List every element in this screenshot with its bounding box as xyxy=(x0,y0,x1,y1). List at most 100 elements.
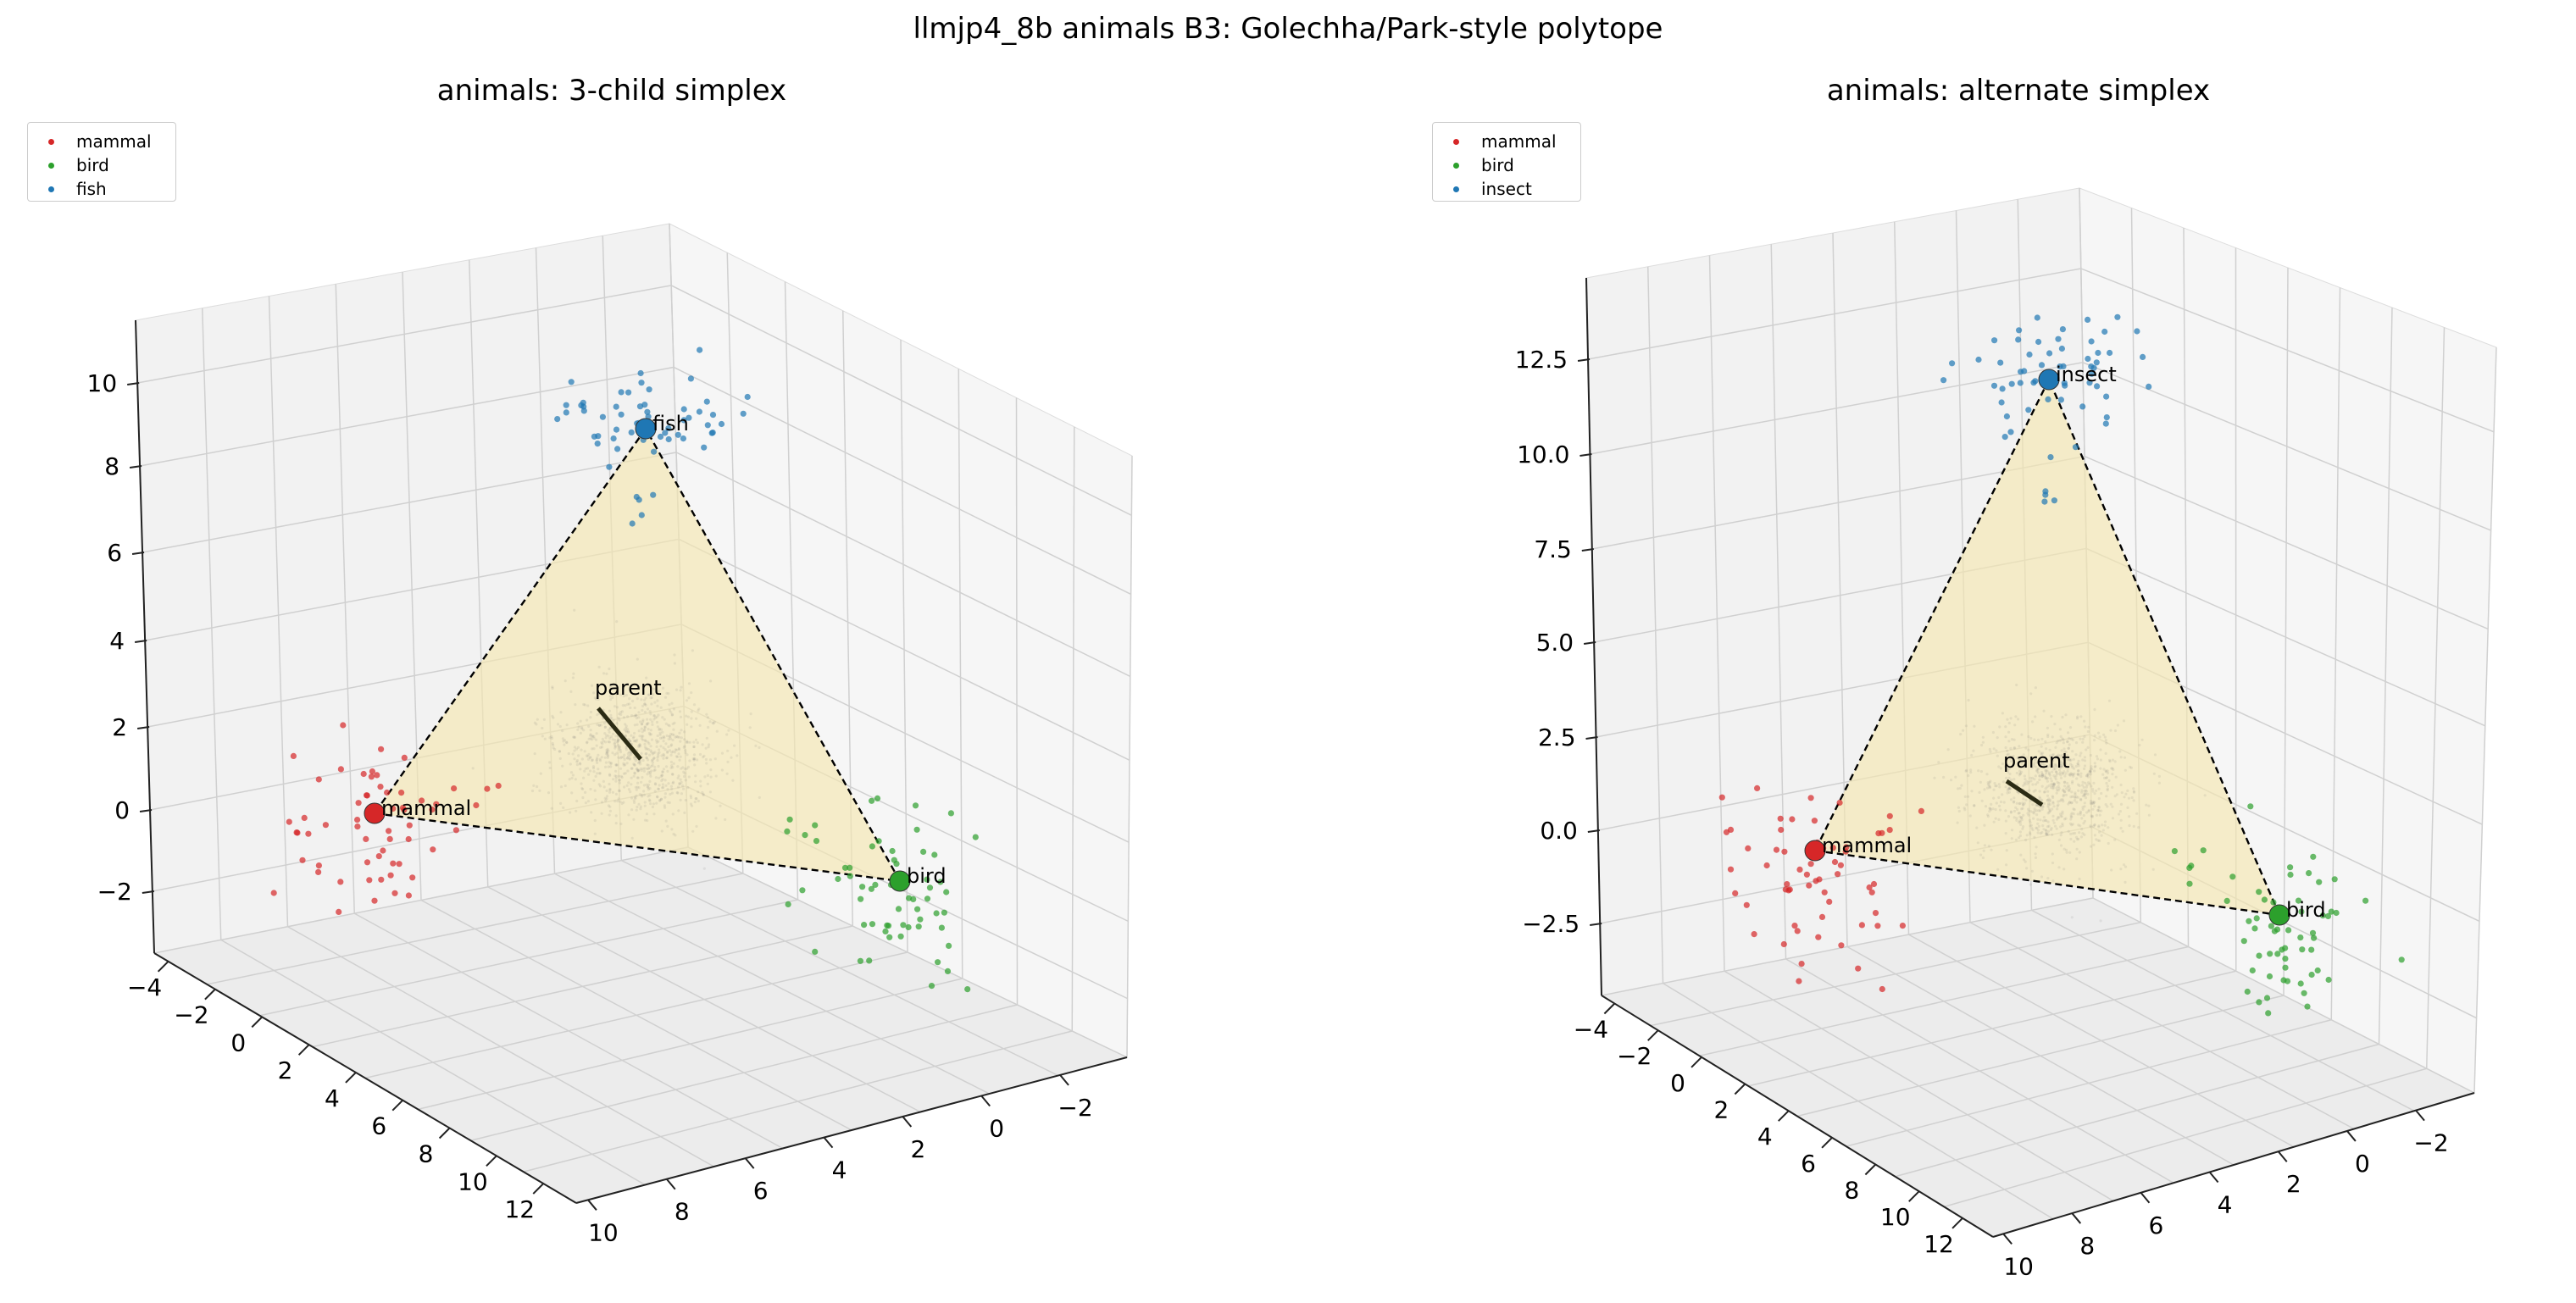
background-point xyxy=(662,735,666,739)
background-point xyxy=(2062,789,2065,792)
point-bird xyxy=(947,810,954,817)
background-point xyxy=(2018,757,2021,761)
background-point xyxy=(2031,720,2035,724)
point-mammal xyxy=(1794,928,1801,934)
point-mammal xyxy=(419,797,425,804)
background-point xyxy=(726,760,730,764)
point-fish xyxy=(563,409,569,416)
background-point xyxy=(2051,801,2055,804)
point-bird xyxy=(2282,956,2289,962)
background-point xyxy=(645,752,648,756)
background-point xyxy=(633,796,636,799)
background-point xyxy=(2037,757,2040,761)
background-point xyxy=(2001,793,2004,796)
background-point xyxy=(625,724,628,728)
background-point xyxy=(646,707,650,711)
background-point xyxy=(2011,829,2014,832)
background-point xyxy=(619,800,622,803)
point-fish xyxy=(686,414,692,421)
background-point xyxy=(2013,724,2017,727)
background-point xyxy=(652,768,656,773)
background-point xyxy=(2046,820,2050,823)
background-point xyxy=(685,714,688,718)
background-point xyxy=(608,790,612,794)
background-point xyxy=(670,773,675,776)
background-point xyxy=(553,747,557,751)
legend-entry-bird: bird xyxy=(1441,153,1580,177)
background-point xyxy=(2048,773,2051,777)
background-point xyxy=(2094,764,2097,768)
background-point xyxy=(2029,736,2033,740)
background-point xyxy=(2051,753,2054,757)
background-point xyxy=(2001,712,2004,715)
background-point xyxy=(2066,740,2069,743)
point-insect xyxy=(2146,383,2152,390)
background-point xyxy=(2078,784,2081,788)
background-point xyxy=(1957,806,1960,809)
background-point xyxy=(2106,769,2109,773)
background-point xyxy=(575,799,579,803)
point-bird xyxy=(875,838,882,845)
point-mammal xyxy=(1818,913,1826,920)
background-point xyxy=(586,767,590,770)
gridline xyxy=(335,284,355,914)
background-point xyxy=(2104,770,2107,773)
background-point xyxy=(584,767,587,771)
background-point xyxy=(2093,769,2096,773)
background-point xyxy=(2057,816,2060,819)
point-mammal xyxy=(406,822,413,829)
background-point xyxy=(2074,795,2078,799)
background-point xyxy=(614,777,618,780)
point-bird xyxy=(2274,951,2281,957)
background-point xyxy=(583,703,586,707)
background-point xyxy=(2036,781,2040,785)
background-point xyxy=(2090,802,2093,806)
background-point xyxy=(2095,838,2098,841)
x-tick-label: −2 xyxy=(1617,1042,1652,1070)
background-point xyxy=(2006,749,2009,753)
background-point xyxy=(551,741,554,746)
point-fish xyxy=(680,435,687,442)
background-point xyxy=(629,754,632,757)
background-point xyxy=(664,819,668,823)
background-point xyxy=(2076,783,2080,786)
background-point xyxy=(675,735,679,739)
background-point xyxy=(2023,763,2026,768)
background-point xyxy=(658,727,662,730)
background-point xyxy=(556,723,560,726)
background-point xyxy=(2019,816,2023,820)
background-point xyxy=(636,768,640,773)
background-point xyxy=(633,763,636,767)
background-point xyxy=(628,702,631,706)
background-point xyxy=(636,769,640,773)
background-point xyxy=(2024,839,2028,842)
point-insect xyxy=(2047,454,2054,461)
point-mammal xyxy=(378,746,385,752)
background-point xyxy=(2080,789,2084,792)
background-point xyxy=(694,780,697,784)
background-point xyxy=(2030,766,2034,769)
background-point xyxy=(2127,796,2131,800)
background-point xyxy=(1991,807,1995,811)
background-point xyxy=(635,740,638,743)
background-point xyxy=(675,755,679,758)
background-point xyxy=(1960,784,1963,787)
gridline xyxy=(554,873,990,1095)
background-point xyxy=(2132,790,2135,793)
point-insect xyxy=(2057,396,2064,403)
background-point xyxy=(650,769,653,773)
background-point xyxy=(1963,795,1967,799)
background-point xyxy=(2015,771,2018,775)
background-point xyxy=(2022,803,2025,807)
background-point xyxy=(573,735,576,739)
background-point xyxy=(2108,760,2112,763)
gridline xyxy=(418,978,963,1111)
background-point xyxy=(599,724,603,727)
background-point xyxy=(539,772,542,775)
background-point xyxy=(2027,748,2030,751)
background-point xyxy=(613,739,617,742)
background-point xyxy=(2067,746,2070,750)
point-mammal xyxy=(301,814,308,822)
point-bird xyxy=(2246,918,2252,924)
background-point xyxy=(2046,776,2050,780)
